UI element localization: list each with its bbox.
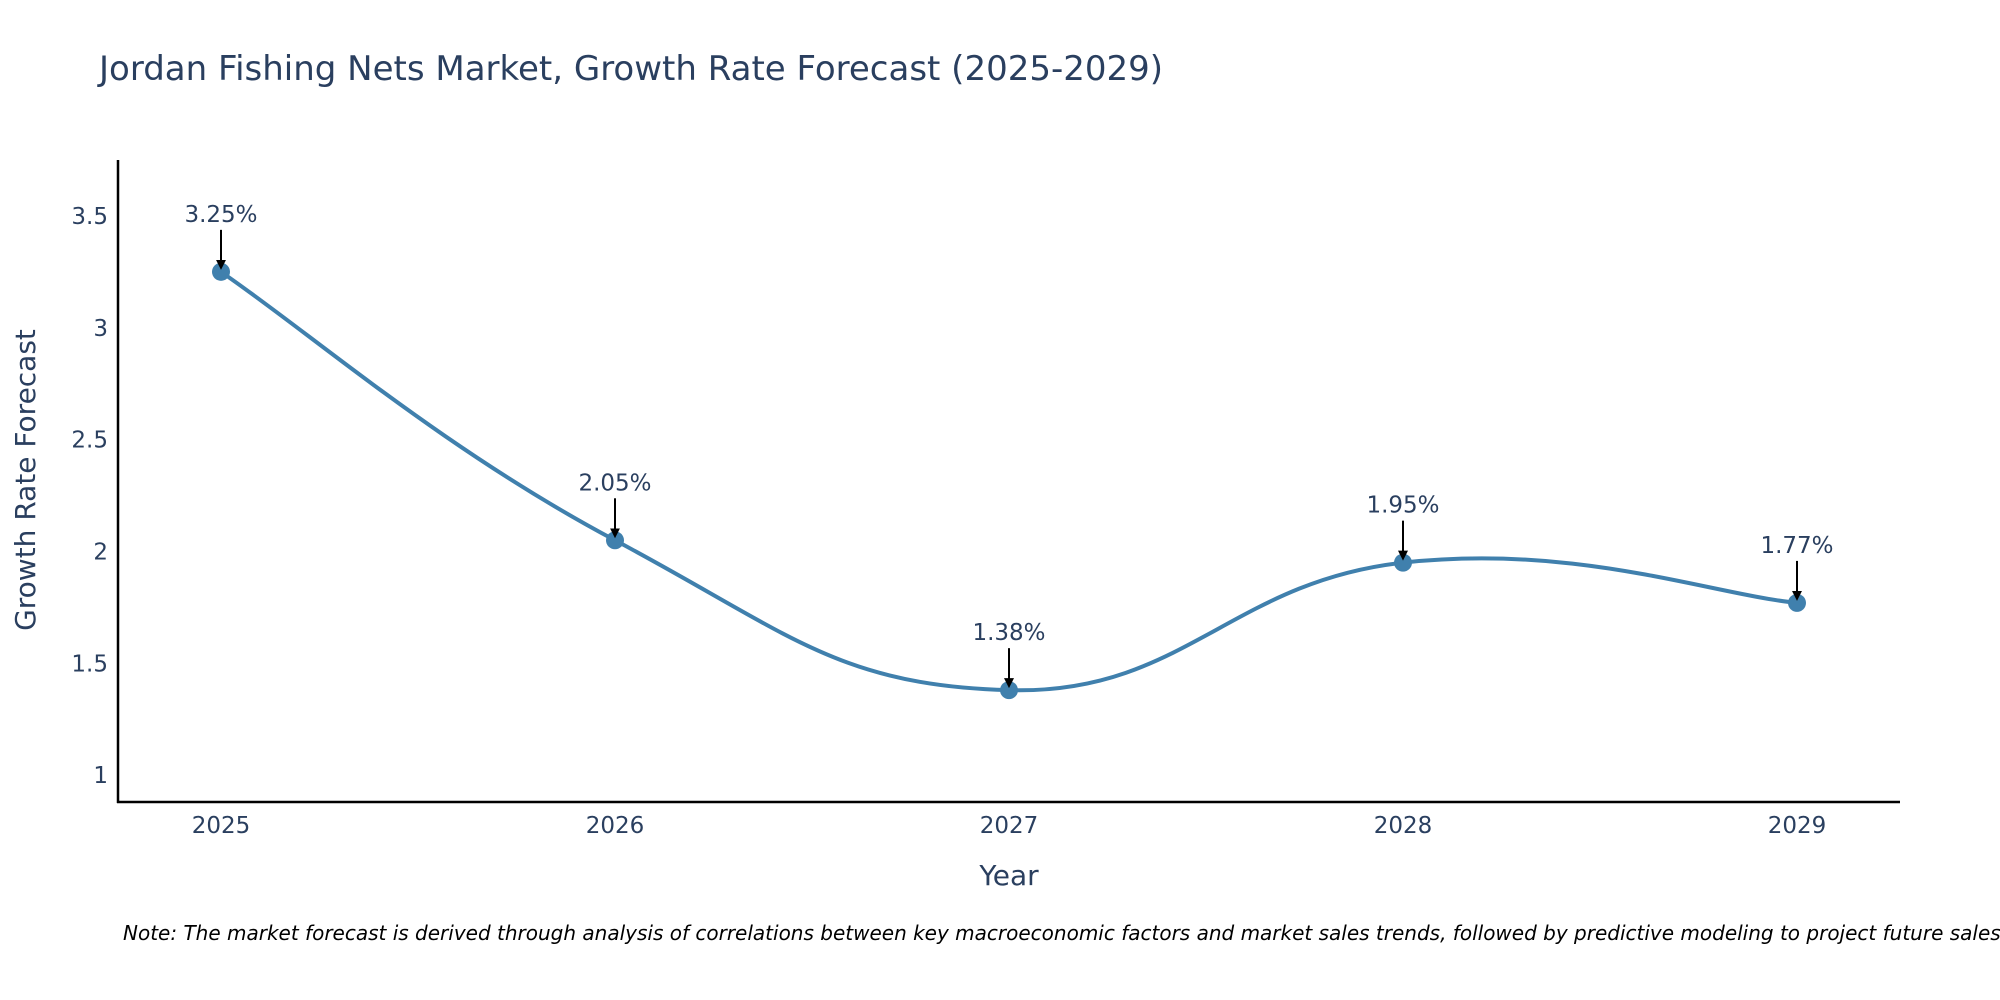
x-tick-label: 2026 bbox=[586, 813, 645, 839]
y-tick-labels: 1 1.5 2 2.5 3 3.5 bbox=[71, 204, 108, 789]
data-label: 2.05% bbox=[578, 470, 651, 496]
y-axis-title-group: Growth Rate Forecast bbox=[9, 329, 42, 631]
x-tick-label: 2025 bbox=[192, 813, 251, 839]
data-point-2027 bbox=[1000, 681, 1018, 700]
y-tick-label: 3.5 bbox=[71, 204, 108, 230]
data-label: 3.25% bbox=[184, 202, 257, 228]
y-tick-label: 3 bbox=[93, 316, 108, 342]
y-tick-label: 1 bbox=[93, 763, 108, 789]
chart-title: Jordan Fishing Nets Market, Growth Rate … bbox=[97, 49, 1163, 89]
x-tick-label: 2027 bbox=[980, 813, 1039, 839]
x-tick-labels: 2025 2026 2027 2028 2029 bbox=[192, 813, 1827, 839]
data-label: 1.38% bbox=[972, 620, 1045, 646]
x-tick-label: 2029 bbox=[1768, 813, 1827, 839]
data-point-2025 bbox=[212, 262, 230, 281]
data-annotations: 3.25% 2.05% 1.38% 1.95% 1.77% bbox=[184, 202, 1834, 689]
y-tick-label: 2 bbox=[93, 539, 108, 565]
y-tick-label: 1.5 bbox=[71, 651, 108, 677]
data-point-2029 bbox=[1788, 593, 1806, 612]
x-tick-label: 2028 bbox=[1374, 813, 1433, 839]
data-label: 1.95% bbox=[1366, 493, 1439, 519]
chart-note: Note: The market forecast is derived thr… bbox=[123, 921, 2000, 945]
data-label: 1.77% bbox=[1760, 533, 1833, 559]
y-axis-title: Growth Rate Forecast bbox=[9, 329, 42, 631]
data-point-2028 bbox=[1394, 553, 1412, 572]
data-point-2026 bbox=[606, 531, 624, 550]
x-axis-title: Year bbox=[978, 859, 1039, 892]
y-tick-label: 2.5 bbox=[71, 428, 108, 454]
